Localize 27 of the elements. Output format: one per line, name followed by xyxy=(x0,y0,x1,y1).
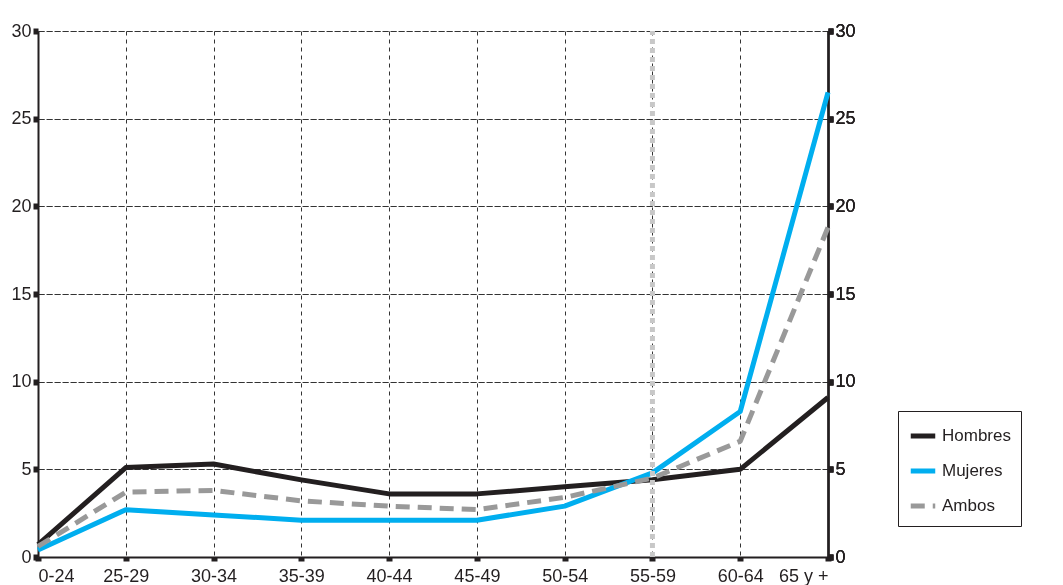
y2-tick-label: 15 xyxy=(835,283,856,304)
y2-tick-label: 25 xyxy=(835,108,856,129)
y-tick-label: 25 xyxy=(11,108,32,129)
y-tick-label: 0 xyxy=(21,546,32,567)
y2-tick-label: 30 xyxy=(835,20,856,41)
legend-label: Hombres xyxy=(942,426,1011,445)
x-tick-label: 65 y + xyxy=(778,565,829,585)
x-tick-label: 60-64 xyxy=(717,565,764,585)
y2-tick-label: 10 xyxy=(835,371,856,392)
y-tick-label: 15 xyxy=(11,283,32,304)
x-tick-label: 25-29 xyxy=(103,565,150,585)
x-tick-label: 30-34 xyxy=(191,565,238,585)
y2-tick-label: 5 xyxy=(835,458,846,479)
y-tick-label: 5 xyxy=(21,458,32,479)
y-tick-label: 30 xyxy=(11,20,32,41)
y2-tick-label: 0 xyxy=(835,546,846,567)
x-tick-label: 50-54 xyxy=(542,565,589,585)
x-tick-label: 35-39 xyxy=(278,565,325,585)
x-tick-label: 40-44 xyxy=(366,565,413,585)
y-tick-label: 10 xyxy=(11,371,32,392)
x-tick-label: 55-59 xyxy=(629,565,676,585)
x-tick-label: 0-24 xyxy=(38,565,75,585)
legend-label: Mujeres xyxy=(942,461,1003,480)
y-tick-label: 20 xyxy=(11,195,32,216)
y2-tick-label: 20 xyxy=(835,195,856,216)
legend-label: Ambos xyxy=(942,496,995,515)
x-tick-label: 45-49 xyxy=(454,565,501,585)
